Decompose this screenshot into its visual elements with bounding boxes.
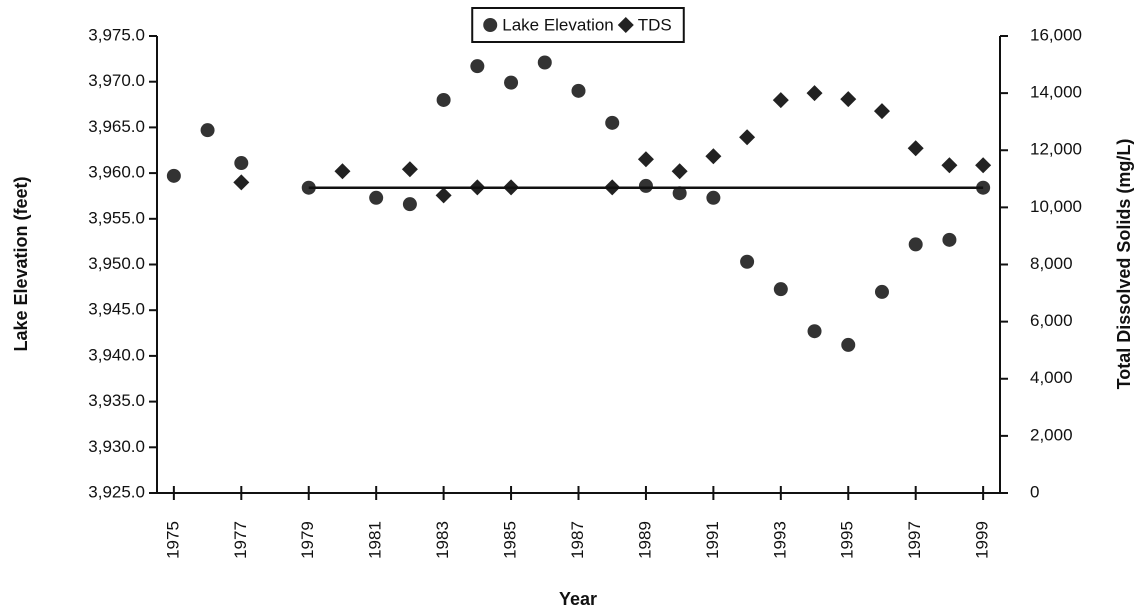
x-tick-label: 1987 [568, 521, 587, 559]
y-tick-label: 3,945.0 [88, 300, 145, 319]
circle-point [369, 190, 384, 205]
circle-point [706, 190, 721, 205]
diamond-point [873, 103, 890, 120]
x-tick-label: 1985 [501, 521, 520, 559]
y-tick-label: 3,975.0 [88, 25, 145, 44]
y-tick-label: 3,935.0 [88, 391, 145, 410]
x-tick-label: 1981 [366, 521, 385, 559]
circle-point [672, 186, 687, 201]
diamond-point [401, 161, 418, 178]
legend-label: TDS [638, 15, 672, 34]
circle-point [436, 92, 451, 107]
circle-point [740, 254, 755, 269]
x-tick-label: 1977 [231, 521, 250, 559]
circle-point [841, 337, 856, 352]
legend-marker [617, 17, 634, 33]
diamond-point [907, 140, 924, 157]
circle-point [571, 83, 586, 98]
legend-box [471, 7, 685, 43]
diamond-point [671, 163, 688, 180]
y2-tick-label: 8,000 [1030, 254, 1073, 273]
circle-point [773, 282, 788, 297]
y-tick-label: 3,955.0 [88, 208, 145, 227]
x-tick-label: 1995 [838, 521, 857, 559]
y2-tick-label: 12,000 [1030, 140, 1082, 159]
circle-point [504, 75, 519, 90]
legend-marker [483, 18, 498, 32]
circle-point [200, 123, 215, 138]
y2-tick-label: 6,000 [1030, 311, 1073, 330]
circle-point [537, 55, 552, 70]
x-axis-title: Year [559, 589, 597, 609]
y2-tick-label: 4,000 [1030, 368, 1073, 387]
diamond-point [772, 92, 789, 109]
legend-label: Lake Elevation [502, 15, 614, 34]
circle-point [402, 197, 417, 212]
diamond-point [975, 157, 992, 174]
diamond-point [705, 148, 722, 165]
y2-axis-title: Total Dissolved Solids (mg/L) [1114, 139, 1134, 390]
y-tick-label: 3,965.0 [88, 117, 145, 136]
circle-point [166, 168, 181, 183]
y2-tick-label: 14,000 [1030, 83, 1082, 102]
y-tick-label: 3,960.0 [88, 163, 145, 182]
y2-tick-label: 16,000 [1030, 25, 1082, 44]
y-axis-title: Lake Elevation (feet) [11, 176, 31, 351]
y2-tick-label: 0 [1030, 482, 1039, 501]
diamond-point [637, 151, 654, 168]
circle-point [874, 284, 889, 299]
x-tick-label: 1979 [298, 521, 317, 559]
diamond-point [435, 187, 452, 204]
legend: Lake Elevation TDS [471, 7, 685, 43]
y-tick-label: 3,940.0 [88, 345, 145, 364]
circle-point [470, 59, 485, 74]
x-tick-label: 1989 [635, 521, 654, 559]
y-tick-label: 3,950.0 [88, 254, 145, 273]
x-tick-label: 1997 [905, 521, 924, 559]
x-tick-label: 1975 [163, 521, 182, 559]
x-tick-label: 1999 [973, 521, 992, 559]
diamond-point [739, 129, 756, 146]
circle-point [638, 178, 653, 193]
diamond-point [233, 174, 250, 191]
y-tick-label: 3,925.0 [88, 482, 145, 501]
diamond-point [334, 163, 351, 180]
y-tick-label: 3,930.0 [88, 437, 145, 456]
circle-point [908, 237, 923, 252]
circle-point [605, 115, 620, 130]
y-tick-label: 3,970.0 [88, 71, 145, 90]
x-tick-label: 1991 [703, 521, 722, 559]
circle-point [234, 156, 249, 171]
y2-tick-label: 2,000 [1030, 425, 1073, 444]
circle-point [942, 232, 957, 247]
diamond-point [941, 157, 958, 174]
x-tick-label: 1983 [433, 521, 452, 559]
circle-point [807, 324, 822, 339]
diamond-point [840, 91, 857, 108]
y2-tick-label: 10,000 [1030, 197, 1082, 216]
x-tick-label: 1993 [770, 521, 789, 559]
diamond-point [806, 85, 823, 102]
